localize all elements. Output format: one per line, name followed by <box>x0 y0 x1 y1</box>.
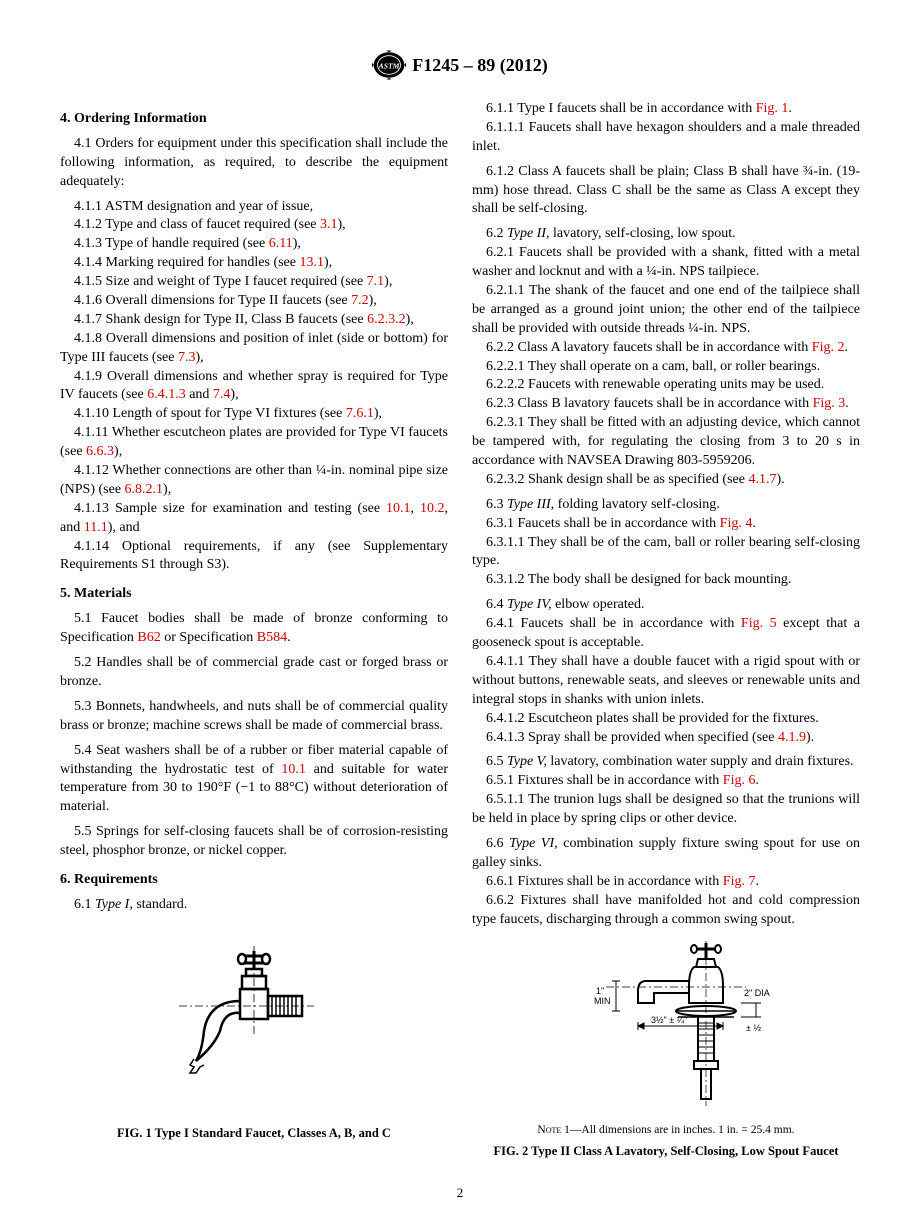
ref-link[interactable]: 6.11 <box>269 236 293 251</box>
para-6-5-1: 6.5.1 Fixtures shall be in accordance wi… <box>472 772 860 791</box>
astm-logo: ASTM <box>372 50 406 80</box>
para-4-1-8: 4.1.8 Overall dimensions and position of… <box>60 330 448 368</box>
para-4-1-11: 4.1.11 Whether escutcheon plates are pro… <box>60 424 448 462</box>
para-6-2-2-2: 6.2.2.2 Faucets with renewable operating… <box>472 376 860 395</box>
figure-1-caption: FIG. 1 Type I Standard Faucet, Classes A… <box>60 1125 448 1142</box>
para-5-4: 5.4 Seat washers shall be of a rubber or… <box>60 742 448 818</box>
ref-link[interactable]: 11.1 <box>84 520 108 535</box>
para-6-6-2: 6.6.2 Fixtures shall have manifolded hot… <box>472 892 860 930</box>
para-6-2: 6.2 Type II, lavatory, self-closing, low… <box>472 225 860 244</box>
figures-row: FIG. 1 Type I Standard Faucet, Classes A… <box>60 941 860 1159</box>
para-6-3-1: 6.3.1 Faucets shall be in accordance wit… <box>472 515 860 534</box>
para-4-1: 4.1 Orders for equipment under this spec… <box>60 135 448 192</box>
para-6-3-1-1: 6.3.1.1 They shall be of the cam, ball o… <box>472 534 860 572</box>
para-5-1: 5.1 Faucet bodies shall be made of bronz… <box>60 610 448 648</box>
ref-link[interactable]: 7.1 <box>367 274 385 289</box>
para-4-1-1: 4.1.1 ASTM designation and year of issue… <box>60 198 448 217</box>
para-6-2-3-1: 6.2.3.1 They shall be fitted with an adj… <box>472 414 860 471</box>
para-6-4-1-2: 6.4.1.2 Escutcheon plates shall be provi… <box>472 710 860 729</box>
ref-link[interactable]: Fig. 2 <box>812 340 845 355</box>
para-6-6-1: 6.6.1 Fixtures shall be in accordance wi… <box>472 873 860 892</box>
svg-text:1": 1" <box>596 986 604 996</box>
para-6-2-3: 6.2.3 Class B lavatory faucets shall be … <box>472 395 860 414</box>
para-5-2: 5.2 Handles shall be of commercial grade… <box>60 654 448 692</box>
para-4-1-4: 4.1.4 Marking required for handles (see … <box>60 254 448 273</box>
section-5-title: 5. Materials <box>60 585 448 604</box>
para-4-1-14: 4.1.14 Optional requirements, if any (se… <box>60 538 448 576</box>
designation: F1245 – 89 (2012) <box>412 53 547 77</box>
svg-text:3½" ± ¼": 3½" ± ¼" <box>651 1015 687 1025</box>
ref-link[interactable]: 10.2 <box>420 501 445 516</box>
ref-link[interactable]: 10.1 <box>281 762 306 777</box>
para-6-4: 6.4 Type IV, elbow operated. <box>472 596 860 615</box>
page-number: 2 <box>60 1184 860 1202</box>
para-6-2-2: 6.2.2 Class A lavatory faucets shall be … <box>472 339 860 358</box>
ref-link[interactable]: Fig. 6 <box>723 773 756 788</box>
para-4-1-5: 4.1.5 Size and weight of Type I faucet r… <box>60 273 448 292</box>
ref-link[interactable]: 10.1 <box>386 501 411 516</box>
para-4-1-13: 4.1.13 Sample size for examination and t… <box>60 500 448 538</box>
para-6-2-1-1: 6.2.1.1 The shank of the faucet and one … <box>472 282 860 339</box>
para-5-5: 5.5 Springs for self-closing faucets sha… <box>60 823 448 861</box>
svg-text:± ½: ± ½ <box>746 1023 761 1033</box>
para-6-4-1-3: 6.4.1.3 Spray shall be provided when spe… <box>472 729 860 748</box>
section-6-title: 6. Requirements <box>60 871 448 890</box>
para-4-1-3: 4.1.3 Type of handle required (see 6.11)… <box>60 235 448 254</box>
para-6-1-1: 6.1.1 Type I faucets shall be in accorda… <box>472 100 860 119</box>
para-6-1-2: 6.1.2 Class A faucets shall be plain; Cl… <box>472 163 860 220</box>
para-4-1-2: 4.1.2 Type and class of faucet required … <box>60 216 448 235</box>
ref-link[interactable]: Fig. 1 <box>756 101 789 116</box>
section-4-title: 4. Ordering Information <box>60 110 448 129</box>
svg-text:2" DIA: 2" DIA <box>744 988 770 998</box>
para-6-4-1: 6.4.1 Faucets shall be in accordance wit… <box>472 615 860 653</box>
para-5-3: 5.3 Bonnets, handwheels, and nuts shall … <box>60 698 448 736</box>
svg-text:ASTM: ASTM <box>378 61 400 70</box>
figure-1-image <box>60 941 448 1121</box>
ref-link[interactable]: B584 <box>257 630 287 645</box>
ref-link[interactable]: 3.1 <box>320 217 338 232</box>
para-6-2-3-2: 6.2.3.2 Shank design shall be as specifi… <box>472 471 860 490</box>
para-4-1-10: 4.1.10 Length of spout for Type VI fixtu… <box>60 405 448 424</box>
figure-2: 1" MIN 3½" ± ¼" 2" DIA ± ½ Note 1—All di… <box>472 941 860 1159</box>
ref-link[interactable]: 7.4 <box>213 387 231 402</box>
para-6-1-1-1: 6.1.1.1 Faucets shall have hexagon shoul… <box>472 119 860 157</box>
para-6-6: 6.6 Type VI, combination supply fixture … <box>472 835 860 873</box>
para-6-2-2-1: 6.2.2.1 They shall operate on a cam, bal… <box>472 358 860 377</box>
para-6-5-1-1: 6.5.1.1 The trunion lugs shall be design… <box>472 791 860 829</box>
svg-text:MIN: MIN <box>594 996 611 1006</box>
figure-2-note: Note 1—All dimensions are in inches. 1 i… <box>472 1123 860 1139</box>
ref-link[interactable]: 4.1.7 <box>748 472 776 487</box>
ref-link[interactable]: Fig. 4 <box>720 516 753 531</box>
figure-2-image: 1" MIN 3½" ± ¼" 2" DIA ± ½ <box>472 941 860 1121</box>
ref-link[interactable]: B62 <box>137 630 160 645</box>
ref-link[interactable]: Fig. 7 <box>723 874 756 889</box>
ref-link[interactable]: 6.6.3 <box>86 444 114 459</box>
ref-link[interactable]: 13.1 <box>299 255 324 270</box>
ref-link[interactable]: 4.1.9 <box>778 730 806 745</box>
ref-link[interactable]: 6.4.1.3 <box>147 387 186 402</box>
para-4-1-9: 4.1.9 Overall dimensions and whether spr… <box>60 368 448 406</box>
figure-1: FIG. 1 Type I Standard Faucet, Classes A… <box>60 941 448 1159</box>
para-6-1: 6.1 Type I, standard. <box>60 896 448 915</box>
para-6-5: 6.5 Type V, lavatory, combination water … <box>472 753 860 772</box>
ref-link[interactable]: 6.8.2.1 <box>125 482 164 497</box>
ref-link[interactable]: 7.3 <box>178 350 196 365</box>
ref-link[interactable]: Fig. 3 <box>813 396 846 411</box>
para-6-4-1-1: 6.4.1.1 They shall have a double faucet … <box>472 653 860 710</box>
page-header: ASTM F1245 – 89 (2012) <box>60 50 860 80</box>
para-6-2-1: 6.2.1 Faucets shall be provided with a s… <box>472 244 860 282</box>
para-6-3: 6.3 Type III, folding lavatory self-clos… <box>472 496 860 515</box>
ref-link[interactable]: 7.2 <box>351 293 369 308</box>
para-4-1-7: 4.1.7 Shank design for Type II, Class B … <box>60 311 448 330</box>
figure-2-caption: FIG. 2 Type II Class A Lavatory, Self-Cl… <box>472 1143 860 1160</box>
ref-link[interactable]: Fig. 5 <box>741 616 777 631</box>
ref-link[interactable]: 6.2.3.2 <box>367 312 406 327</box>
para-4-1-6: 4.1.6 Overall dimensions for Type II fau… <box>60 292 448 311</box>
para-4-1-12: 4.1.12 Whether connections are other tha… <box>60 462 448 500</box>
para-6-3-1-2: 6.3.1.2 The body shall be designed for b… <box>472 571 860 590</box>
body-columns: 4. Ordering Information 4.1 Orders for e… <box>60 100 860 929</box>
ref-link[interactable]: 7.6.1 <box>346 406 374 421</box>
